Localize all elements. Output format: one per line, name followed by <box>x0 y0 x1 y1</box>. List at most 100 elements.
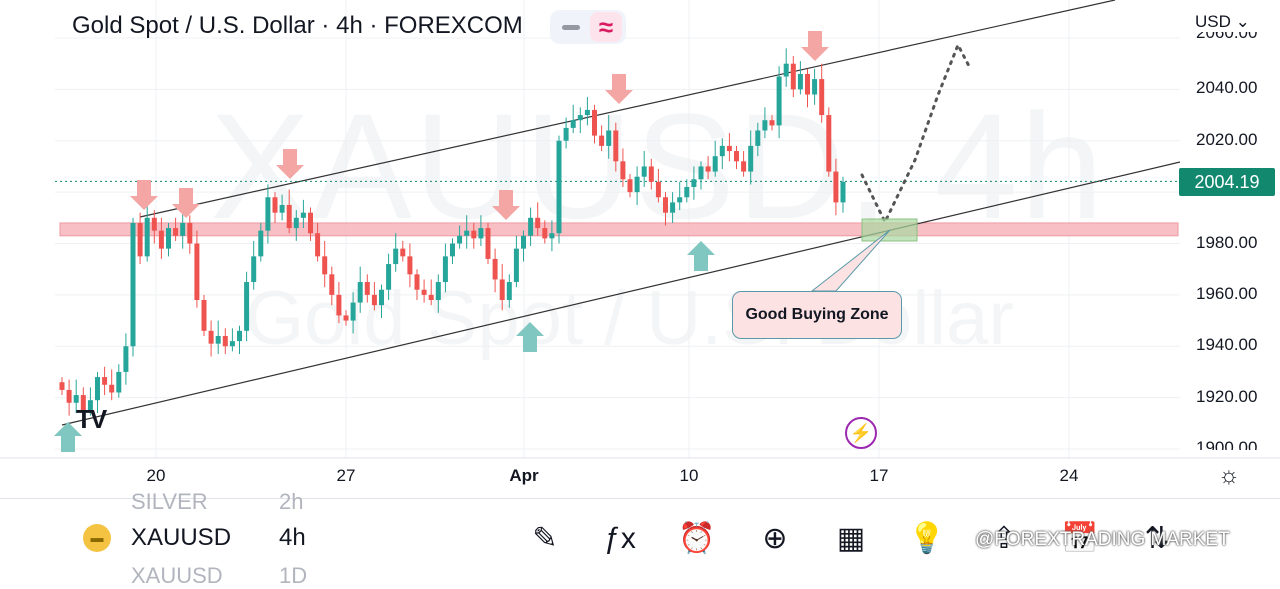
time-label: 10 <box>679 466 699 485</box>
candle-body <box>414 274 420 290</box>
tradingview-logo[interactable]: TV <box>76 404 107 434</box>
minus-icon[interactable] <box>562 25 580 30</box>
candle-body <box>180 222 186 236</box>
candle-body <box>435 282 441 301</box>
candle-body <box>840 181 846 203</box>
candle-body <box>308 212 313 234</box>
candle-body <box>137 222 143 257</box>
price-label: 2040.00 <box>1196 78 1258 98</box>
price-label: 1960.00 <box>1196 283 1258 303</box>
candle-body <box>783 63 789 77</box>
candle-body <box>797 73 803 90</box>
candle-body <box>471 230 477 239</box>
candle-body <box>748 145 754 172</box>
currency-selector[interactable]: USD ⌄ <box>1195 12 1250 32</box>
candle-body <box>755 130 761 146</box>
candle-body <box>428 294 434 301</box>
down-arrow <box>605 74 633 104</box>
down-arrow <box>276 149 304 179</box>
candle-body <box>592 109 597 136</box>
down-arrow <box>130 180 158 210</box>
candle-body <box>769 120 775 126</box>
candle-body <box>237 330 242 342</box>
candle-body <box>478 228 484 239</box>
credit-watermark: @FOREXTRADING MARKET <box>975 529 1230 550</box>
candle-body <box>535 217 541 229</box>
candle-body <box>663 197 668 213</box>
candle-body <box>244 282 250 331</box>
candle-body <box>450 243 455 257</box>
candle-body <box>151 217 157 231</box>
candle-body <box>194 243 200 301</box>
candle-body <box>73 395 79 403</box>
last-price-tag: 2004.19 <box>1179 168 1275 196</box>
indicators-tool-icon[interactable]: ƒx <box>604 522 636 555</box>
candle-body <box>80 395 86 411</box>
bolt-icon[interactable]: ⚡ <box>845 417 877 449</box>
candle-body <box>279 204 285 213</box>
candle-body <box>371 294 377 306</box>
candle-body <box>144 217 150 257</box>
gold-icon: ▬ <box>83 524 111 552</box>
candle-body <box>130 222 136 347</box>
candle-body <box>158 230 164 249</box>
candle-body <box>166 228 171 249</box>
time-label: Apr <box>509 466 539 485</box>
candle-body <box>102 377 108 385</box>
price-chart[interactable] <box>0 0 1280 460</box>
buying-zone-callout[interactable]: Good Buying Zone <box>732 291 902 339</box>
up-arrow <box>516 322 544 352</box>
candle-body <box>613 130 619 162</box>
draw-tool-icon[interactable]: ✎ <box>532 522 558 555</box>
candle-body <box>492 258 498 280</box>
candle-body <box>833 171 839 203</box>
wave-icon[interactable]: ≈ <box>590 12 622 42</box>
symbol-label[interactable]: XAUUSD <box>131 524 232 551</box>
candle-body <box>109 384 115 393</box>
prev-timeframe[interactable]: 2h <box>279 489 304 514</box>
projection-path <box>860 41 972 226</box>
gear-icon[interactable]: ☼ <box>1218 462 1240 489</box>
candle-body <box>712 156 718 172</box>
candle-body <box>648 166 654 182</box>
price-label: 1940.00 <box>1196 335 1258 355</box>
candle-body <box>684 186 690 198</box>
layouts-tool-icon[interactable]: ▦ <box>836 522 866 555</box>
candle-body <box>315 233 321 257</box>
candle-body <box>364 282 370 295</box>
alert-tool-icon[interactable]: ⏰ <box>678 522 716 555</box>
calendar-tool-icon[interactable]: 📅 <box>1061 522 1099 555</box>
candle-body <box>819 79 825 116</box>
candle-body <box>173 228 179 236</box>
channel-lower-line <box>61 161 1181 426</box>
candle-body <box>634 176 640 193</box>
candle-body <box>499 279 505 301</box>
candle-body <box>627 179 633 193</box>
candle-body <box>251 256 257 283</box>
resistance-zone <box>59 222 1179 237</box>
chevron-down-icon: ⌄ <box>1235 12 1250 31</box>
candle-body <box>577 115 583 121</box>
ideas-tool-icon[interactable]: 💡 <box>908 522 946 555</box>
next-symbol[interactable]: XAUUSD <box>131 563 223 588</box>
candle-body <box>407 256 413 275</box>
candle-body <box>776 76 782 126</box>
candle-body <box>300 212 306 218</box>
next-timeframe[interactable]: 1D <box>279 563 308 588</box>
timeframe-label[interactable]: 4h <box>279 524 306 551</box>
chart-title[interactable]: Gold Spot / U.S. Dollar · 4h · FOREXCOM <box>72 12 523 39</box>
add-tool-icon[interactable]: ⊕ <box>762 522 788 555</box>
candle-body <box>322 256 328 275</box>
candle-body <box>790 63 796 90</box>
share-tool-icon[interactable]: ⇪ <box>991 522 1017 555</box>
time-label: 17 <box>869 466 889 485</box>
candle-body <box>655 181 661 198</box>
prev-symbol[interactable]: SILVER <box>131 489 208 514</box>
indicator-toggle[interactable]: ≈ <box>550 10 626 44</box>
channel-upper-line <box>139 0 1116 218</box>
candle-body <box>521 235 526 249</box>
candle-body <box>734 151 739 162</box>
candle-body <box>513 248 519 283</box>
compare-tool-icon[interactable]: ⇅ <box>1144 522 1170 555</box>
chart-area[interactable]: XAUUSD, 4h Gold Spot / U.S. Dollar Gold … <box>0 0 1280 489</box>
